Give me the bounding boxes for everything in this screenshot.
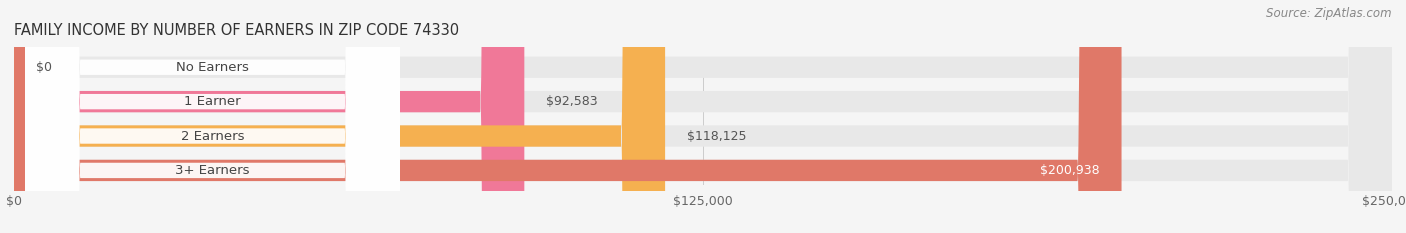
FancyBboxPatch shape [14,0,1392,233]
Text: 2 Earners: 2 Earners [181,130,245,143]
Text: $92,583: $92,583 [547,95,598,108]
FancyBboxPatch shape [14,0,1392,233]
Text: 3+ Earners: 3+ Earners [176,164,250,177]
FancyBboxPatch shape [25,0,399,233]
FancyBboxPatch shape [25,0,399,233]
Text: $118,125: $118,125 [688,130,747,143]
FancyBboxPatch shape [14,0,524,233]
FancyBboxPatch shape [14,0,1392,233]
FancyBboxPatch shape [14,0,1392,233]
FancyBboxPatch shape [14,0,665,233]
Text: Source: ZipAtlas.com: Source: ZipAtlas.com [1267,7,1392,20]
Text: FAMILY INCOME BY NUMBER OF EARNERS IN ZIP CODE 74330: FAMILY INCOME BY NUMBER OF EARNERS IN ZI… [14,24,460,38]
FancyBboxPatch shape [25,0,399,233]
Text: 1 Earner: 1 Earner [184,95,240,108]
Text: $0: $0 [37,61,52,74]
FancyBboxPatch shape [14,0,1122,233]
Text: $200,938: $200,938 [1040,164,1099,177]
Text: No Earners: No Earners [176,61,249,74]
FancyBboxPatch shape [25,0,399,233]
